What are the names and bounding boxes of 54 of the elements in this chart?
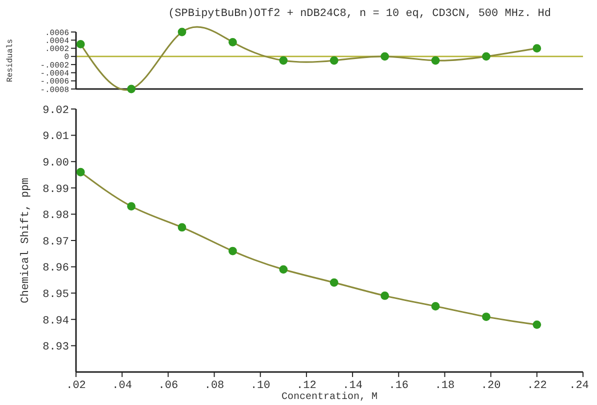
y-tick-label: 9.01: [42, 131, 70, 144]
point: [330, 56, 338, 65]
x-tick-label: .22: [527, 380, 547, 392]
point: [178, 223, 186, 232]
x-tick-label: .14: [342, 380, 363, 392]
x-tick-label: .06: [158, 380, 178, 392]
x-tick-label: .16: [388, 380, 409, 392]
y-tick-label: -.0008: [40, 86, 70, 95]
x-tick-label: .24: [569, 380, 590, 392]
y-tick-label: 8.93: [42, 342, 69, 354]
y-axis-title: Chemical Shift, ppm: [20, 177, 32, 304]
point: [76, 168, 85, 176]
point: [532, 44, 542, 52]
point: [431, 56, 440, 65]
y-axis-title: Residuals: [6, 38, 15, 82]
x-tick-label: .02: [66, 380, 86, 392]
point: [76, 40, 85, 48]
point: [380, 292, 390, 300]
point: [228, 246, 237, 256]
y-tick-label: 8.99: [42, 184, 69, 196]
point: [279, 56, 288, 65]
point: [380, 52, 390, 61]
x-tick-label: .18: [434, 380, 455, 392]
point: [532, 320, 542, 329]
y-tick-label: .0002: [44, 45, 70, 54]
y-tick-label: -.0004: [40, 70, 70, 79]
y-tick-label: .0006: [44, 28, 70, 38]
point: [431, 302, 440, 310]
x-tick-label: .20: [480, 380, 501, 392]
point: [228, 38, 237, 46]
point: [482, 312, 490, 321]
point: [178, 28, 186, 36]
x-tick-label: .10: [250, 380, 270, 392]
y-tick-label: 8.96: [42, 262, 69, 275]
y-tick-label: 9.00: [42, 157, 69, 170]
point: [127, 202, 136, 211]
point: [127, 84, 136, 94]
point: [279, 265, 288, 274]
x-tick-label: .04: [112, 380, 132, 392]
y-tick-label: 8.97: [42, 236, 69, 248]
y-tick-label: 8.95: [42, 288, 69, 301]
point: [482, 52, 490, 61]
y-tick-label: .0004: [44, 36, 70, 46]
x-axis-title: Concentration, M: [281, 391, 378, 403]
y-tick-label: 9.02: [42, 104, 69, 117]
y-tick-label: 0: [64, 53, 70, 62]
y-tick-label: -.0006: [40, 78, 70, 87]
x-tick-label: .08: [204, 380, 224, 392]
y-tick-label: -.0002: [40, 61, 70, 70]
y-tick-label: 8.94: [42, 315, 70, 328]
x-tick-label: .12: [296, 380, 316, 392]
point: [330, 278, 338, 287]
y-tick-label: 8.98: [42, 210, 69, 222]
chart-title: (SPBipytBuBn)OTf2 + nDB24C8, n = 10 eq, CD3CN, 500 MHz. Hd: [168, 8, 551, 20]
